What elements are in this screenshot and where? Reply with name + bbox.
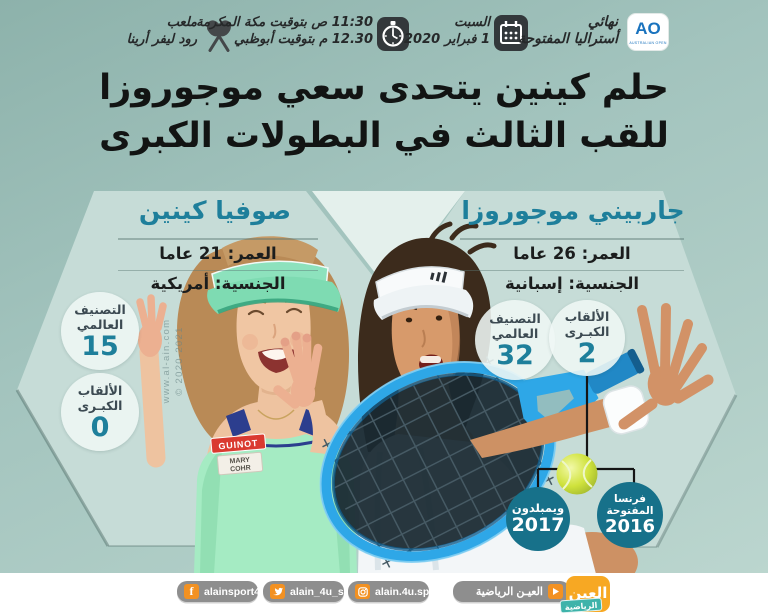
shirt-badge-mary: MARY: [229, 457, 250, 466]
right-titles-circle: الألقاب الكبـرى 2: [549, 300, 625, 376]
left-titles-value: 0: [90, 411, 110, 443]
slam-year: 2016: [604, 516, 656, 537]
players-photo: GUINOT MARY COHR: [136, 221, 714, 574]
calendar-icon: [494, 15, 528, 51]
divider: [118, 270, 318, 271]
alain-logo-main: العين: [568, 584, 608, 602]
event-line2: أستراليا المفتوحة: [517, 31, 618, 47]
right-ranking-value: 32: [496, 339, 534, 371]
stat-label: الكبـرى: [77, 397, 123, 413]
player-left-name: صوفيا كينين: [138, 196, 292, 225]
date-day: السبت: [454, 15, 490, 30]
player-left-age: العمر: 21 عاما: [159, 244, 277, 263]
venue-line1: ملعب: [166, 15, 197, 30]
tennis-rackets-icon: [207, 20, 231, 52]
facebook-icon: f: [184, 584, 199, 599]
slam-name: ويمبلدون: [511, 501, 565, 515]
divider: [460, 270, 684, 271]
stat-label: الألقاب: [564, 308, 610, 324]
twitter-icon: [270, 584, 285, 599]
player-right-age: العمر: 26 عاما: [513, 244, 631, 263]
venue-info: ملعب رود ليفر أرينا: [105, 14, 197, 48]
slam-name: المفتوحة: [606, 505, 654, 517]
left-ranking-value: 15: [81, 330, 119, 362]
date-full: 1 فبراير 2020: [404, 32, 490, 47]
event-line1: نهائي: [587, 14, 618, 30]
left-titles-circle: الألقاب الكبـرى 0: [61, 373, 139, 451]
time-mecca: 11:30 ص بتوقيت مكة المكرمة: [196, 15, 373, 30]
left-ranking-circle: التصنيف العالمي 15: [61, 292, 139, 370]
player-kenin-figure: GUINOT MARY COHR: [136, 236, 357, 574]
stopwatch-icon: [377, 17, 409, 51]
event-date: السبت 1 فبراير 2020: [404, 14, 490, 48]
adidas-logo: [429, 271, 448, 283]
venue-line2: رود ليفر أرينا: [126, 32, 197, 47]
slam-circle-wimbledon: ويمبلدون 2017: [506, 487, 570, 551]
slam-year: 2017: [511, 514, 565, 536]
title-line-2: للقب الثالث في البطولات الكبرى: [99, 116, 669, 156]
shirt-sponsor-badges: GUINOT MARY COHR: [210, 433, 267, 476]
tennis-racket: [319, 348, 645, 568]
connector-lines: [536, 376, 636, 488]
instagram-icon: [355, 584, 370, 599]
twitter-handle: alain_4u_sport: [290, 585, 365, 598]
facebook-handle: alainsport4u: [204, 585, 267, 598]
australian-open-logo: AO AUSTRALIAN OPEN: [627, 13, 669, 51]
broadcast-times: 11:30 ص بتوقيت مكة المكرمة 12.30 م بتوقي…: [196, 14, 373, 48]
social-badge-instagram[interactable]: alain.4u.sport: [348, 581, 443, 602]
youtube-handle: العيـن الرياضية: [475, 586, 543, 598]
instagram-handle: alain.4u.sport: [375, 585, 444, 598]
social-badge-facebook[interactable]: f alainsport4u: [177, 581, 266, 602]
right-ranking-circle: التصنيف العالمي 32: [475, 300, 555, 380]
alain-logo-ribbon: الرياضية: [559, 597, 603, 614]
stat-label: الألقاب: [77, 382, 123, 398]
slam-circle-french-open: فرنسا المفتوحة 2016: [597, 482, 663, 548]
divider: [118, 238, 318, 240]
social-badge-twitter[interactable]: alain_4u_sport: [263, 581, 364, 602]
event-name: نهائي أستراليا المفتوحة: [517, 14, 618, 48]
stat-label: التصنيف: [74, 301, 126, 317]
divider: [460, 238, 684, 240]
youtube-icon: [548, 584, 563, 599]
slam-name: فرنسا: [614, 493, 646, 505]
ao-logo-text: AO: [635, 19, 661, 38]
player-left-nationality: الجنسية: أمريكية: [150, 274, 286, 293]
player-muguruza-figure: [319, 221, 714, 574]
right-titles-value: 2: [577, 337, 597, 369]
title-line-1: حلم كينين يتحدى سعي موجوروزا: [99, 68, 669, 108]
stat-label: العالمي: [76, 316, 124, 332]
stat-label: العالمي: [491, 325, 539, 341]
shirt-badge-guinot: GUINOT: [218, 438, 259, 451]
time-abudhabi: 12.30 م بتوقيت أبوظبي: [234, 32, 373, 47]
player-right-nationality: الجنسية: إسبانية: [504, 274, 640, 293]
stat-label: التصنيف: [489, 310, 541, 326]
stat-label: الكبـرى: [564, 323, 610, 339]
tennis-ball: [556, 453, 598, 495]
player-right-name: جاربيني موجوروزا: [461, 196, 685, 225]
shirt-badge-cohr: COHR: [230, 465, 251, 474]
ao-logo-subtext: AUSTRALIAN OPEN: [629, 41, 667, 45]
social-badge-youtube[interactable]: العيـن الرياضية: [453, 581, 570, 602]
main-title: حلم كينين يتحدى سعي موجوروزا للقب الثالث…: [20, 64, 748, 160]
